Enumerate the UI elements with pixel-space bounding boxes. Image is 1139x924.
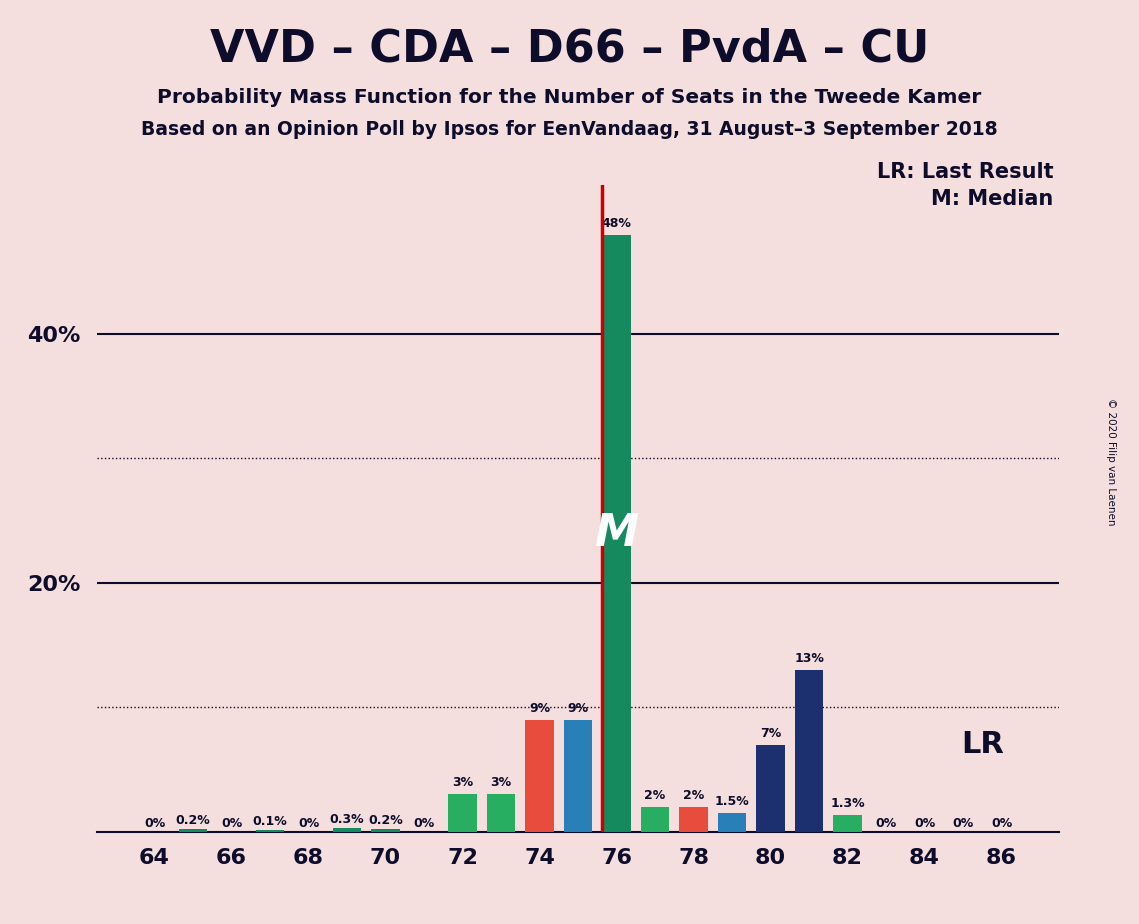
Text: 0.2%: 0.2% xyxy=(175,814,211,827)
Text: 1.5%: 1.5% xyxy=(714,795,749,808)
Bar xyxy=(603,235,631,832)
Text: VVD – CDA – D66 – PvdA – CU: VVD – CDA – D66 – PvdA – CU xyxy=(210,28,929,71)
Text: 0%: 0% xyxy=(221,817,243,830)
Text: 0%: 0% xyxy=(913,817,935,830)
Text: 9%: 9% xyxy=(528,701,550,714)
Bar xyxy=(718,813,746,832)
Text: 0%: 0% xyxy=(298,817,319,830)
Text: 3%: 3% xyxy=(491,776,511,789)
Text: 2%: 2% xyxy=(683,789,704,802)
Text: 48%: 48% xyxy=(601,216,631,229)
Bar xyxy=(448,795,477,832)
Text: 0.3%: 0.3% xyxy=(330,813,364,826)
Bar xyxy=(756,745,785,832)
Text: 0%: 0% xyxy=(952,817,974,830)
Bar xyxy=(371,829,400,832)
Text: LR: Last Result: LR: Last Result xyxy=(877,162,1054,182)
Bar xyxy=(255,831,285,832)
Text: © 2020 Filip van Laenen: © 2020 Filip van Laenen xyxy=(1106,398,1115,526)
Text: M: M xyxy=(595,512,639,554)
Text: Based on an Opinion Poll by Ipsos for EenVandaag, 31 August–3 September 2018: Based on an Opinion Poll by Ipsos for Ee… xyxy=(141,120,998,140)
Text: Probability Mass Function for the Number of Seats in the Tweede Kamer: Probability Mass Function for the Number… xyxy=(157,88,982,107)
Text: 0%: 0% xyxy=(144,817,165,830)
Bar xyxy=(486,795,516,832)
Text: LR: LR xyxy=(961,730,1003,759)
Bar xyxy=(833,816,862,832)
Text: 3%: 3% xyxy=(452,776,473,789)
Text: 0%: 0% xyxy=(876,817,896,830)
Bar xyxy=(564,720,592,832)
Text: 13%: 13% xyxy=(794,652,823,665)
Bar xyxy=(525,720,554,832)
Text: 0%: 0% xyxy=(991,817,1013,830)
Text: 9%: 9% xyxy=(567,701,589,714)
Text: 1.3%: 1.3% xyxy=(830,797,865,810)
Text: 0%: 0% xyxy=(413,817,435,830)
Text: 0.1%: 0.1% xyxy=(253,816,287,829)
Text: 7%: 7% xyxy=(760,726,781,739)
Text: 0.2%: 0.2% xyxy=(368,814,403,827)
Bar xyxy=(679,807,708,832)
Bar xyxy=(795,670,823,832)
Bar xyxy=(179,829,207,832)
Text: 2%: 2% xyxy=(645,789,665,802)
Bar xyxy=(333,828,361,832)
Text: M: Median: M: Median xyxy=(932,189,1054,210)
Bar xyxy=(640,807,670,832)
